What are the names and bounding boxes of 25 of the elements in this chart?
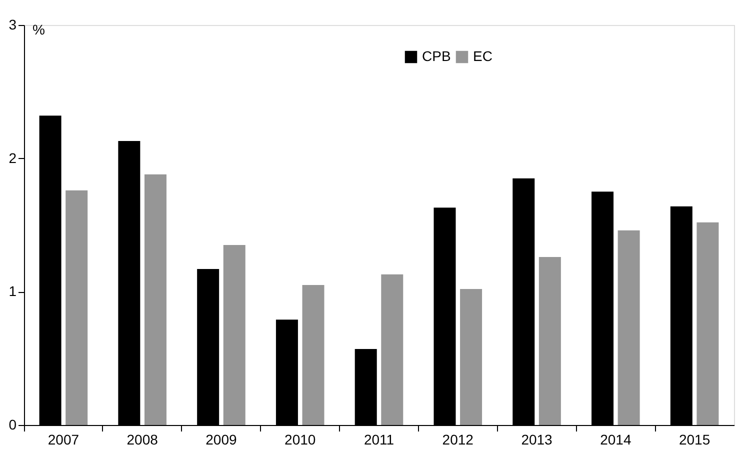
bar	[538, 257, 561, 425]
bar	[618, 230, 640, 425]
x-tick-label: 2012	[442, 432, 474, 448]
bar	[302, 285, 324, 425]
x-tick-label: 2015	[678, 432, 710, 448]
x-tick-label: 2013	[521, 432, 553, 448]
bar	[66, 190, 88, 425]
x-tick-label: 2014	[600, 432, 632, 448]
x-tick-label: 2008	[126, 432, 158, 448]
y-tick-label: 2	[8, 150, 17, 166]
bar	[381, 274, 404, 425]
x-tick-label: 2010	[284, 432, 316, 448]
y-tick-label: 0	[8, 416, 17, 432]
bar	[223, 245, 246, 425]
bar	[696, 222, 719, 425]
y-tick-label: 3	[8, 16, 17, 32]
x-tick-label: 2011	[364, 432, 394, 448]
y-axis-title: %	[32, 22, 45, 38]
bar	[460, 289, 482, 425]
bar	[144, 174, 166, 425]
legend-label: EC	[473, 48, 492, 64]
x-tick-label: 2009	[206, 432, 238, 448]
legend-label: CPB	[422, 48, 451, 64]
x-tick-label: 2007	[48, 432, 80, 448]
y-tick-label: 1	[8, 283, 17, 300]
